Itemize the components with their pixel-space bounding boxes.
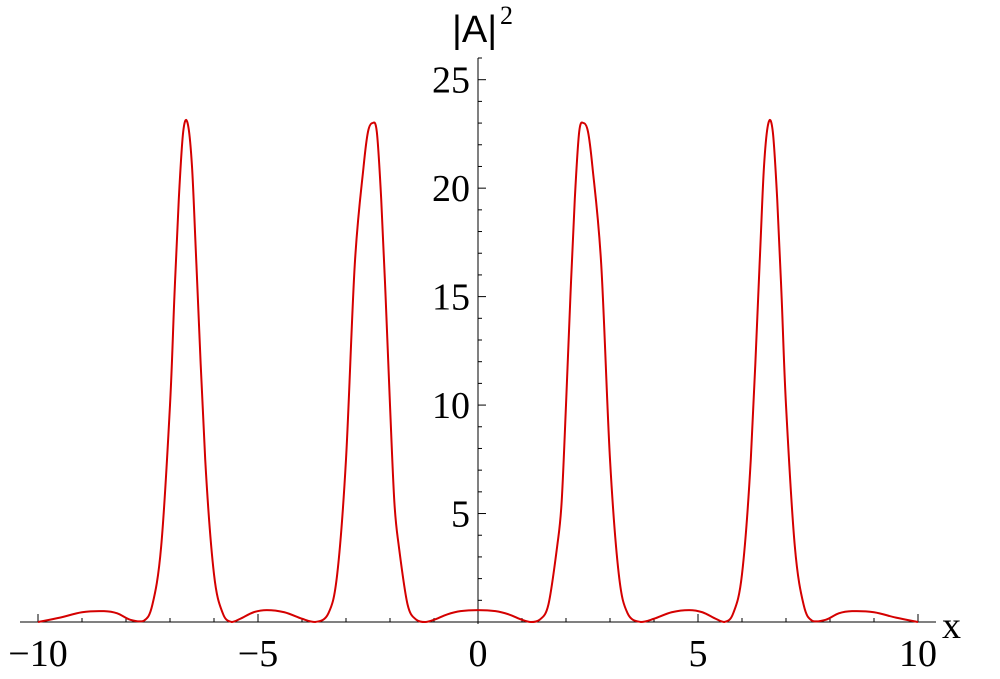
y-axis-label-superscript: 2 bbox=[500, 1, 513, 30]
x-tick-label: 0 bbox=[469, 633, 488, 675]
y-tick-label: 25 bbox=[432, 60, 470, 102]
x-axis-label: x bbox=[942, 605, 961, 647]
y-tick-label: 15 bbox=[432, 277, 470, 319]
x-tick-label: −10 bbox=[8, 633, 67, 675]
y-tick-label: 5 bbox=[451, 494, 470, 536]
y-tick-label: 10 bbox=[432, 385, 470, 427]
y-axis-label: |A| bbox=[452, 9, 497, 51]
x-tick-label: 10 bbox=[899, 633, 937, 675]
x-tick-label: 5 bbox=[689, 633, 708, 675]
x-tick-label: −5 bbox=[238, 633, 278, 675]
y-axis: 5 10 15 20 25 bbox=[432, 57, 486, 624]
series-line bbox=[37, 118, 919, 623]
y-tick-label: 20 bbox=[432, 168, 470, 210]
series-layer bbox=[37, 118, 919, 623]
x-axis: −10 −5 0 5 10 bbox=[8, 614, 937, 675]
